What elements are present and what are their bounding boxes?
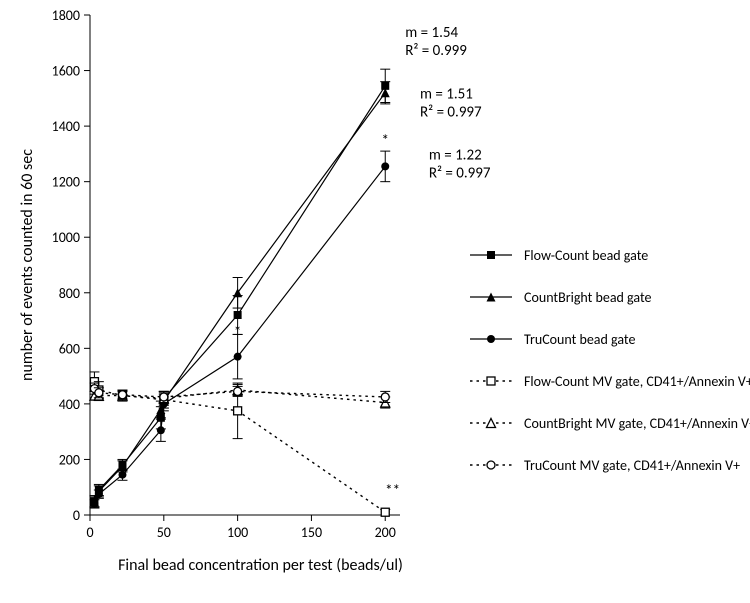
y-tick-label: 1800 bbox=[52, 7, 80, 24]
y-tick-label: 1200 bbox=[52, 174, 80, 191]
y-axis-title: number of events counted in 60 sec bbox=[18, 149, 37, 381]
fit-annotation: R² = 0.999 bbox=[405, 42, 467, 60]
x-tick-label: 100 bbox=[227, 524, 248, 541]
y-tick-label: 1000 bbox=[52, 229, 80, 246]
x-tick-label: 200 bbox=[375, 524, 396, 541]
y-tick-label: 1600 bbox=[52, 63, 80, 80]
significance-marker: * bbox=[234, 324, 241, 342]
y-tick-label: 400 bbox=[59, 396, 80, 413]
fit-annotation: R² = 0.997 bbox=[429, 164, 491, 182]
significance-marker: * bbox=[381, 133, 388, 151]
legend-label: Flow-Count bead gate bbox=[524, 247, 648, 264]
y-tick-label: 200 bbox=[59, 451, 80, 468]
significance-marker: ** bbox=[385, 483, 400, 501]
fit-annotation: m = 1.22 bbox=[429, 146, 482, 164]
y-tick-label: 600 bbox=[59, 340, 80, 357]
fit-annotation: m = 1.54 bbox=[405, 24, 458, 42]
fit-annotation: m = 1.51 bbox=[420, 85, 473, 103]
legend-label: CountBright bead gate bbox=[524, 289, 651, 306]
legend-label: TruCount MV gate, CD41+/Annexin V+ bbox=[524, 457, 740, 474]
x-tick-label: 150 bbox=[301, 524, 322, 541]
legend-label: Flow-Count MV gate, CD41+/Annexin V+ bbox=[524, 373, 750, 390]
chart-container: 0 50 100 150 200 0 200 400 600 800 1000 1200 1400 160… bbox=[0, 0, 750, 603]
y-tick-label: 0 bbox=[73, 507, 80, 524]
fit-annotation: R² = 0.997 bbox=[420, 103, 482, 121]
legend-label: CountBright MV gate, CD41+/Annexin V+ bbox=[524, 415, 750, 432]
x-tick-label: 50 bbox=[157, 524, 171, 541]
x-axis-title: Final bead concentration per test (beads… bbox=[118, 556, 403, 575]
scatter-line-chart: 0 50 100 150 200 0 200 400 600 800 1000 1200 1400 160… bbox=[0, 0, 750, 603]
x-tick-label: 0 bbox=[86, 524, 93, 541]
legend-label: TruCount bead gate bbox=[524, 331, 635, 348]
y-tick-label: 800 bbox=[59, 285, 80, 302]
y-tick-label: 1400 bbox=[52, 118, 80, 135]
